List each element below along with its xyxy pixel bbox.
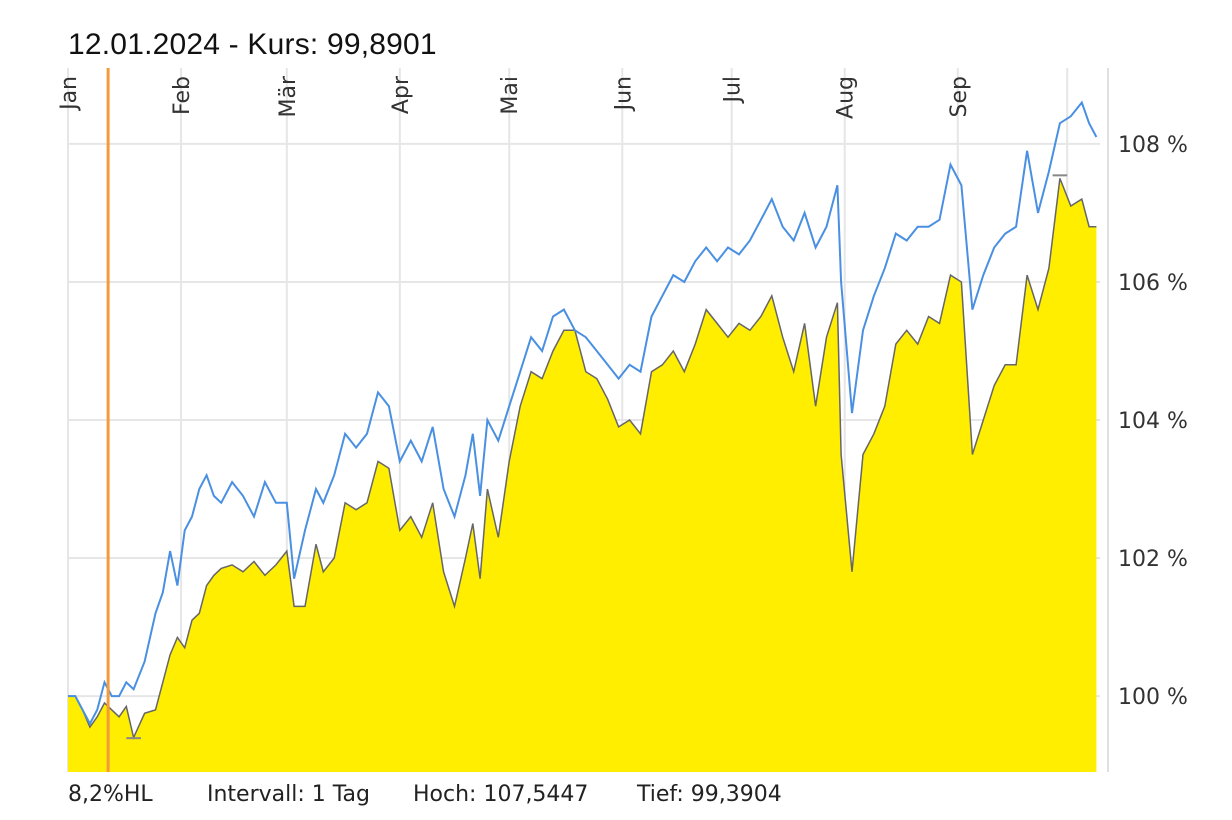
price-line [68,178,1097,740]
footer-high: Hoch: 107,5447 [413,782,589,807]
y-tick-label: 100 % [1118,685,1188,710]
x-tick-label: Sep [947,76,972,117]
y-tick-label: 104 % [1118,409,1188,434]
x-tick-label: Mai [498,76,523,115]
y-tick-label: 102 % [1118,547,1188,572]
price-area [68,178,1097,772]
x-tick-label: Jan [57,76,82,112]
y-tick-label: 106 % [1118,271,1188,296]
footer-label: 8,2%HL [68,782,153,807]
comparison-line [68,100,1098,726]
footer-low: Tief: 99,3904 [637,782,782,807]
x-tick-label: Aug [834,76,859,119]
x-tick-label: Mär [276,75,301,117]
footer-interval: Intervall: 1 Tag [207,782,371,807]
x-tick-label: Apr [389,75,414,114]
x-tick-label: Jul [721,76,746,105]
x-tick-label: Feb [170,76,195,115]
x-tick-label: Jun [611,76,636,112]
chart-title: 12.01.2024 - Kurs: 99,8901 [68,28,437,61]
y-tick-label: 108 % [1118,133,1188,158]
